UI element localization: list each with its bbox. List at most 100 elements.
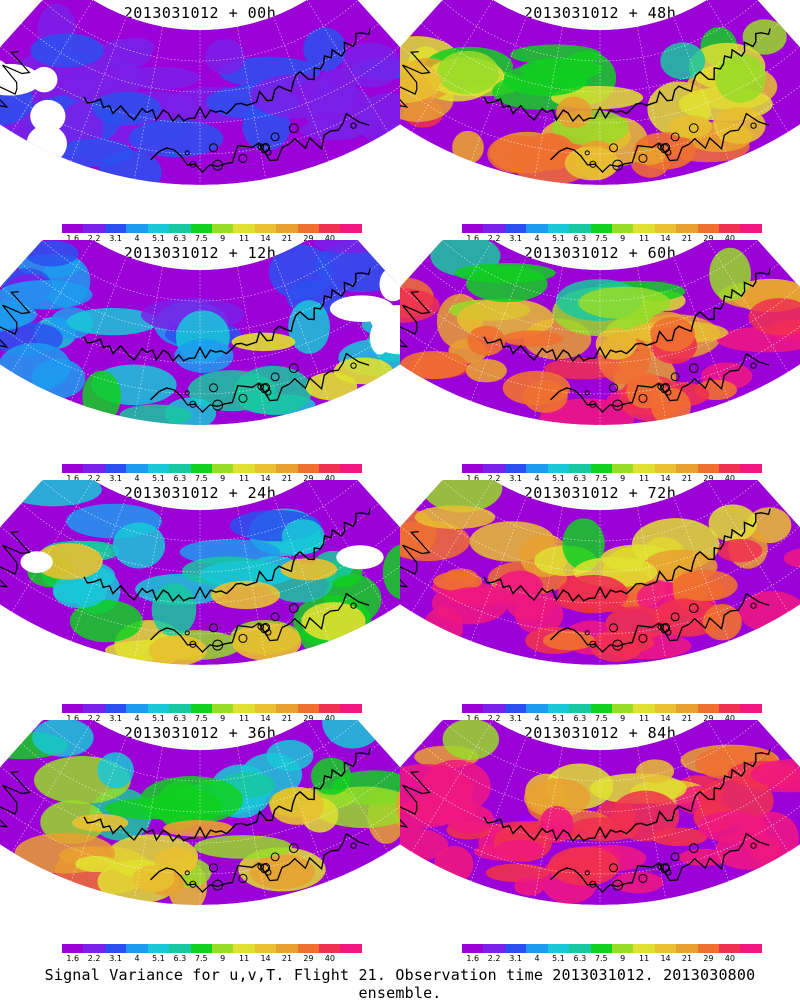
- colorbar-tick-label: 7.5: [194, 474, 208, 483]
- graticule-latitude: [421, 743, 779, 813]
- coastline: [483, 748, 771, 843]
- coastline: [150, 352, 370, 413]
- colorbar-swatch: [504, 944, 527, 953]
- colorbar-swatch: [190, 944, 212, 953]
- coastline: [0, 531, 31, 592]
- graticule-meridian: [706, 240, 789, 373]
- graticule-latitude: [400, 309, 800, 395]
- colorbar-swatch: [104, 944, 127, 953]
- graticule-latitude: [41, 0, 359, 62]
- colorbar-swatch: [483, 224, 505, 233]
- island: [270, 132, 280, 142]
- island: [612, 639, 624, 651]
- colorbar-swatch: [462, 464, 484, 473]
- map-panel: 2013031012 + 72h 1.6 2.2 3.1 4 5.1 6.3 7.5 9 11 14…: [400, 480, 800, 725]
- colorbar-swatch: [654, 464, 677, 473]
- island: [659, 383, 670, 394]
- colorbar-tick-label: 6.3: [573, 234, 587, 243]
- panel-title: 2013031012 + 24h: [123, 484, 277, 502]
- colorbar-swatch: [590, 464, 612, 473]
- colorbar-swatch: [190, 464, 212, 473]
- colorbar-swatch: [211, 704, 234, 713]
- colorbar-swatch: [740, 464, 762, 473]
- graticule-meridian: [306, 480, 389, 613]
- colorbar-tick-label: 11: [239, 714, 250, 723]
- island: [288, 843, 299, 853]
- colorbar-tick-label: 4: [534, 714, 540, 723]
- island: [589, 880, 597, 888]
- colorbar-tick-label: 21: [281, 234, 293, 243]
- colorbar-swatch: [483, 944, 505, 953]
- coastline: [0, 51, 31, 112]
- graticule-meridian: [306, 720, 389, 853]
- colorbar-tick-label: 5.1: [552, 954, 565, 963]
- colorbar-ticks: 1.6 2.2 3.1 4 5.1 6.3 7.5 9 11 14 21 29 40: [455, 714, 775, 724]
- colorbar-tick-label: 21: [681, 474, 693, 483]
- variance-blob: [465, 359, 507, 383]
- island: [688, 603, 699, 613]
- colorbar-tick-label: 40: [324, 954, 335, 963]
- colorbar-swatch: [190, 224, 212, 233]
- island: [750, 122, 757, 129]
- colorbar-swatch: [62, 464, 84, 473]
- graticule-meridian: [470, 256, 527, 402]
- colorbar-swatch: [340, 944, 362, 953]
- colorbar-swatch: [697, 944, 720, 953]
- variance-blob: [717, 538, 763, 563]
- variance-blob: [0, 301, 31, 333]
- coastline: [83, 508, 371, 603]
- colorbar-swatch: [526, 464, 548, 473]
- variance-blob: [557, 574, 629, 614]
- colorbar-tick-label: 4: [134, 954, 140, 963]
- variance-blob: [436, 50, 500, 95]
- island: [584, 150, 590, 156]
- map-panel: 2013031012 + 84h 1.6 2.2 3.1 4 5.1 6.3 7.5 9 11 14…: [400, 720, 800, 965]
- variance-blob: [301, 602, 366, 641]
- variance-blob: [312, 786, 400, 828]
- coastline: [550, 592, 770, 653]
- variance-blob: [494, 839, 545, 861]
- graticule-meridian: [273, 736, 330, 882]
- coastline: [550, 832, 770, 893]
- colorbar-tick-label: 2.2: [87, 714, 101, 723]
- variance-blob: [30, 33, 104, 68]
- island: [259, 383, 270, 394]
- colorbar-tick-label: 5.1: [152, 714, 165, 723]
- coastline: [0, 291, 31, 352]
- island: [208, 143, 219, 153]
- island: [189, 640, 197, 648]
- colorbar-tick-label: 21: [281, 474, 293, 483]
- colorbar-swatch: [319, 224, 341, 233]
- variance-blob: [530, 133, 576, 171]
- variance-map: [400, 0, 800, 185]
- island: [688, 843, 699, 853]
- graticule-latitude: [41, 720, 359, 782]
- colorbar-tick-label: 14: [660, 954, 671, 963]
- variance-blob: [179, 539, 281, 565]
- colorbar-tick-label: 5.1: [152, 474, 165, 483]
- variance-blob: [605, 606, 670, 640]
- colorbar-swatch: [340, 224, 362, 233]
- variance-blob: [514, 595, 564, 635]
- colorbar-swatch: [83, 224, 105, 233]
- colorbar-tick-label: 1.6: [66, 474, 80, 483]
- colorbar-swatch: [319, 944, 341, 953]
- missing-data-patch: [0, 58, 8, 82]
- colorbar-swatch: [676, 704, 698, 713]
- colorbar-tick-label: 7.5: [194, 954, 208, 963]
- colorbar-swatch: [276, 224, 298, 233]
- variance-blob: [0, 280, 93, 310]
- graticule-latitude: [0, 69, 400, 155]
- colorbar-tick-label: 6.3: [573, 714, 587, 723]
- colorbar-swatch: [319, 464, 341, 473]
- colorbar-tick-label: 2.2: [87, 234, 101, 243]
- colorbar-tick-label: 4: [534, 234, 540, 243]
- colorbar-swatch: [233, 464, 255, 473]
- colorbar-tick-label: 14: [260, 954, 271, 963]
- variance-blob: [514, 876, 545, 896]
- variance-blob: [211, 580, 281, 610]
- colorbar-tick-label: 7.5: [594, 474, 608, 483]
- graticule-latitude: [0, 286, 400, 364]
- graticule-latitude: [400, 526, 800, 604]
- colorbar-swatch: [297, 704, 320, 713]
